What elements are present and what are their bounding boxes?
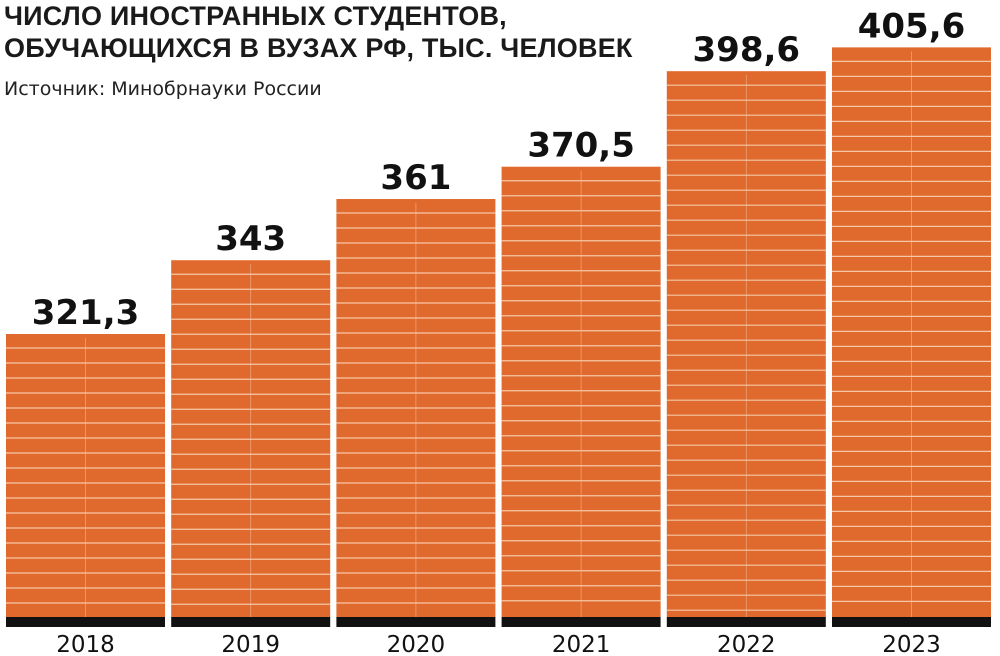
bar-group-2020: 361 2020 xyxy=(336,158,496,656)
title-line-2: ОБУЧАЮЩИХСЯ В ВУЗАХ РФ, ТЫС. ЧЕЛОВЕК xyxy=(4,33,633,63)
x-tick-label-2021: 2021 xyxy=(552,632,611,656)
bar-group-2019: 343 2019 xyxy=(171,219,331,656)
value-label-2022: 398,6 xyxy=(693,30,801,70)
bar-group-2018: 321,3 2018 xyxy=(6,293,165,656)
chart-title: ЧИСЛО ИНОСТРАННЫХ СТУДЕНТОВ, ОБУЧАЮЩИХСЯ… xyxy=(4,0,994,64)
bar-base-2018 xyxy=(6,617,165,627)
x-tick-label-2020: 2020 xyxy=(387,632,446,656)
value-label-2021: 370,5 xyxy=(527,126,635,166)
value-label-2018: 321,3 xyxy=(32,293,140,333)
bar-base-2023 xyxy=(832,617,991,627)
bar-base-2020 xyxy=(336,617,496,627)
value-label-2020: 361 xyxy=(380,158,451,198)
bar-group-2022: 398,6 2022 xyxy=(666,30,826,656)
value-label-2023: 405,6 xyxy=(858,6,966,46)
bar-base-2021 xyxy=(501,617,661,627)
x-tick-label-2019: 2019 xyxy=(221,632,280,656)
bar-base-2022 xyxy=(666,617,826,627)
value-label-2019: 343 xyxy=(215,219,286,259)
x-tick-label-2023: 2023 xyxy=(882,632,941,656)
bar-group-2023: 405,6 2023 xyxy=(832,6,991,656)
x-tick-label-2018: 2018 xyxy=(56,632,115,656)
x-tick-label-2022: 2022 xyxy=(717,632,776,656)
bar-group-2021: 370,5 2021 xyxy=(501,126,661,656)
bar-base-2019 xyxy=(171,617,331,627)
source-note: Источник: Минобрнауки России xyxy=(4,78,322,100)
title-line-1: ЧИСЛО ИНОСТРАННЫХ СТУДЕНТОВ, xyxy=(4,1,507,31)
